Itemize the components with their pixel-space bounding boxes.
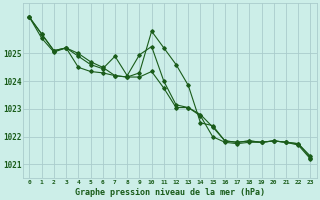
X-axis label: Graphe pression niveau de la mer (hPa): Graphe pression niveau de la mer (hPa) (75, 188, 265, 197)
